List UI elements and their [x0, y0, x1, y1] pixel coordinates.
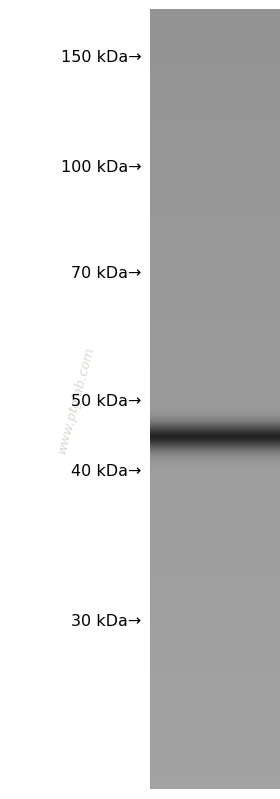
Text: 50 kDa→: 50 kDa→	[71, 394, 141, 408]
Text: 100 kDa→: 100 kDa→	[61, 161, 141, 175]
Text: 70 kDa→: 70 kDa→	[71, 266, 141, 280]
Text: www.ptglab.com: www.ptglab.com	[55, 344, 96, 455]
Text: 150 kDa→: 150 kDa→	[61, 50, 141, 65]
Text: 40 kDa→: 40 kDa→	[71, 464, 141, 479]
Text: 30 kDa→: 30 kDa→	[71, 614, 141, 629]
